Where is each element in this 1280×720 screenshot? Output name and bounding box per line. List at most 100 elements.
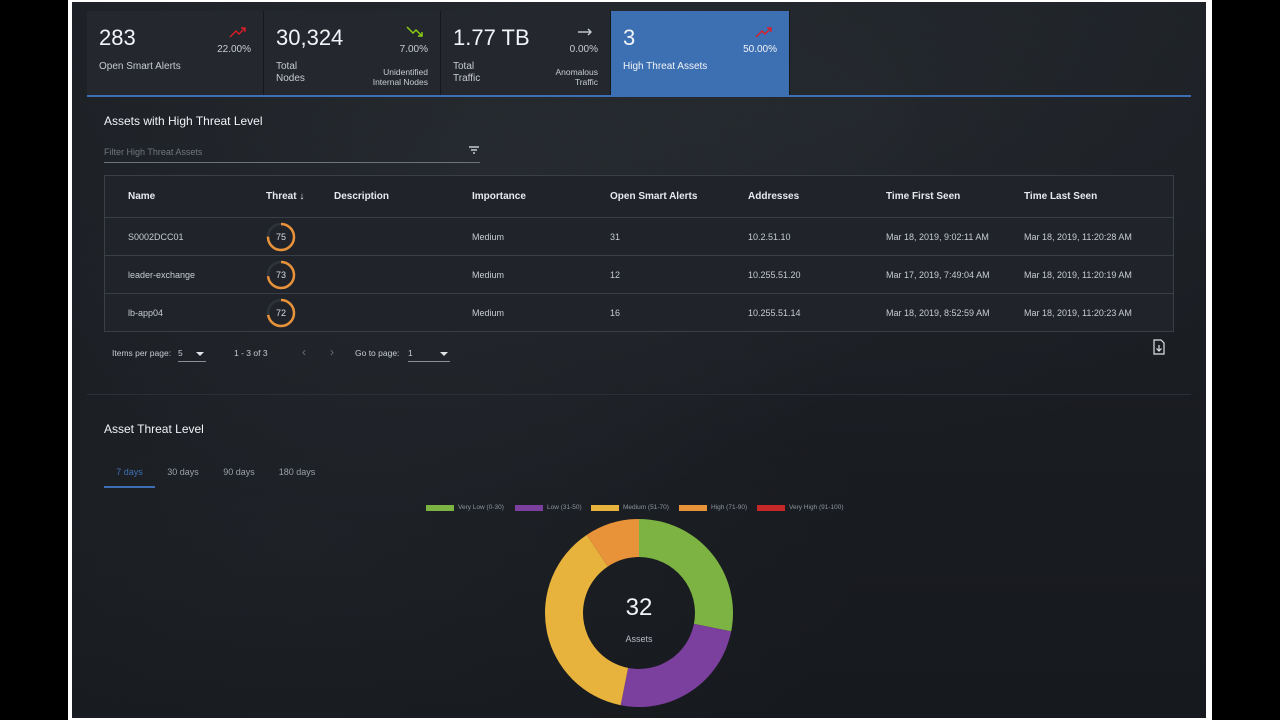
kpi-high-threat-assets[interactable]: 3 High Threat Assets 50.00% [611,11,790,95]
table-row[interactable]: leader-exchange 73 Medium 12 10.255.51.2… [104,255,1174,294]
threat-ring-value [266,260,296,289]
asset-first-seen: Mar 18, 2019, 8:52:59 AM [886,307,990,318]
kpi-label: Total Traffic [453,61,481,84]
column-header-addresses[interactable]: Addresses [725,175,863,218]
threat-score-ring: 73 [266,260,296,290]
threat-ring-arc [266,298,296,327]
table-header-row: Name Threat ↓ Description Importance Ope… [104,175,1174,218]
legend-label: Medium (51-70) [623,504,669,511]
column-header-threat[interactable]: Threat ↓ [243,175,311,218]
kpi-value: 3 [623,25,636,50]
kpi-value: 30,324 [276,25,344,50]
asset-importance: Medium [449,217,587,256]
legend-swatch [515,505,543,511]
threat-ring-arc [266,260,296,289]
legend-label: Very High (91-100) [789,504,844,511]
column-header-last-seen[interactable]: Time Last Seen [1001,175,1174,218]
threat-score: 75 [275,231,286,242]
threat-ring-value [266,298,296,327]
asset-name[interactable]: S0002DCC01 [104,217,243,256]
kpi-total-nodes[interactable]: 30,324 Total Nodes 7.00% Unidentified In… [264,11,441,95]
asset-last-seen: Mar 18, 2019, 11:20:23 AM [1024,307,1132,318]
go-to-page-select[interactable]: 1 [408,348,450,362]
donut-slice-medium[interactable] [545,534,629,706]
asset-name[interactable]: lb-app04 [128,307,164,318]
kpi-percent: 0.00% [569,44,598,55]
table-row[interactable]: lb-app04 72 Medium 16 10.255.51.14 Mar 1… [105,294,1174,332]
tab-180-days[interactable]: 180 days [278,467,316,477]
asset-description [311,217,449,256]
trend-down-icon [406,26,423,37]
tab-7-days[interactable]: 7 days [104,462,155,488]
assets-table: Name Threat ↓ Description Importance Ope… [104,175,1174,332]
legend-swatch [679,505,707,511]
threat-cell: 72 [243,294,311,332]
threat-score: 72 [275,307,286,318]
asset-importance: Medium [449,255,587,294]
kpi-sublabel: Unidentified Internal Nodes [372,67,428,87]
chevron-right-icon[interactable]: › [330,345,334,359]
trend-flat-icon [578,28,592,36]
sort-down-icon[interactable]: ↓ [299,191,305,202]
filter-field [104,142,480,163]
asset-open-alerts: 31 [587,217,725,256]
column-header-first-seen[interactable]: Time First Seen [863,175,1001,218]
asset-importance: Medium [472,307,505,318]
pagination: Items per page: 5 1 - 3 of 3 ‹ › Go to p… [112,345,472,362]
donut-slice-low[interactable] [620,623,732,707]
items-per-page-value: 5 [178,348,183,358]
kpi-label: Open Smart Alerts [99,61,181,72]
kpi-label: High Threat Assets [623,61,708,72]
donut-total: 32 [625,594,653,621]
tab-30-days[interactable]: 30 days [167,467,199,477]
export-icon[interactable] [1152,339,1166,355]
go-to-page-value: 1 [408,348,413,358]
threat-ring-value [266,222,296,251]
trend-up-icon [229,27,246,38]
legend-label: Very Low (0-30) [458,504,504,511]
go-to-page-label: Go to page: [355,348,400,358]
column-header-description[interactable]: Description [311,175,449,218]
legend-label: Low (31-50) [547,504,582,511]
asset-open-alerts: 12 [587,255,725,294]
kpi-value: 283 [99,25,136,50]
column-header-threat-label: Threat [266,191,297,202]
donut-total-label: Assets [625,634,653,644]
asset-address: 10.255.51.14 [748,307,801,318]
asset-open-alerts: 16 [610,307,621,318]
column-header-name[interactable]: Name [104,175,243,218]
chevron-down-icon [196,352,204,356]
items-per-page-select[interactable]: 5 [178,348,206,362]
asset-name[interactable]: leader-exchange [104,255,243,294]
column-header-open-alerts[interactable]: Open Smart Alerts [587,175,725,218]
asset-address: 10.2.51.10 [725,217,863,256]
kpi-percent: 22.00% [217,44,251,55]
table-row[interactable]: S0002DCC01 75 Medium 31 10.2.51.10 Mar 1… [104,217,1174,256]
donut-slice-very-low[interactable] [639,519,733,632]
column-header-importance[interactable]: Importance [449,175,587,218]
asset-first-seen: Mar 17, 2019, 7:49:04 AM [863,255,1001,294]
kpi-label: Total Nodes [276,61,305,84]
filter-icon[interactable] [468,144,480,156]
section-title-high-threat: Assets with High Threat Level [104,114,263,128]
trend-up-icon [755,27,772,38]
kpi-open-smart-alerts[interactable]: 283 Open Smart Alerts 22.00% [87,11,264,95]
threat-donut-chart [545,519,733,707]
legend-swatch [426,505,454,511]
kpi-value: 1.77 TB [453,25,530,50]
kpi-total-traffic[interactable]: 1.77 TB Total Traffic 0.00% Anomalous Tr… [441,11,611,95]
donut-slice-high[interactable] [586,519,639,567]
kpi-row: 283 Open Smart Alerts 22.00% 30,324 Tota… [87,11,1191,97]
threat-ring-arc [266,222,296,251]
pagination-range: 1 - 3 of 3 [234,348,268,358]
section-divider [87,394,1191,395]
chevron-left-icon[interactable]: ‹ [302,345,306,359]
tab-90-days[interactable]: 90 days [223,467,255,477]
section-title-asset-threat: Asset Threat Level [104,422,204,436]
asset-description [311,255,449,294]
threat-score-ring: 75 [266,222,296,252]
filter-input[interactable] [104,143,444,161]
threat-cell: 75 [243,217,311,256]
threat-cell: 73 [243,255,311,294]
dashboard: 283 Open Smart Alerts 22.00% 30,324 Tota… [72,2,1206,718]
